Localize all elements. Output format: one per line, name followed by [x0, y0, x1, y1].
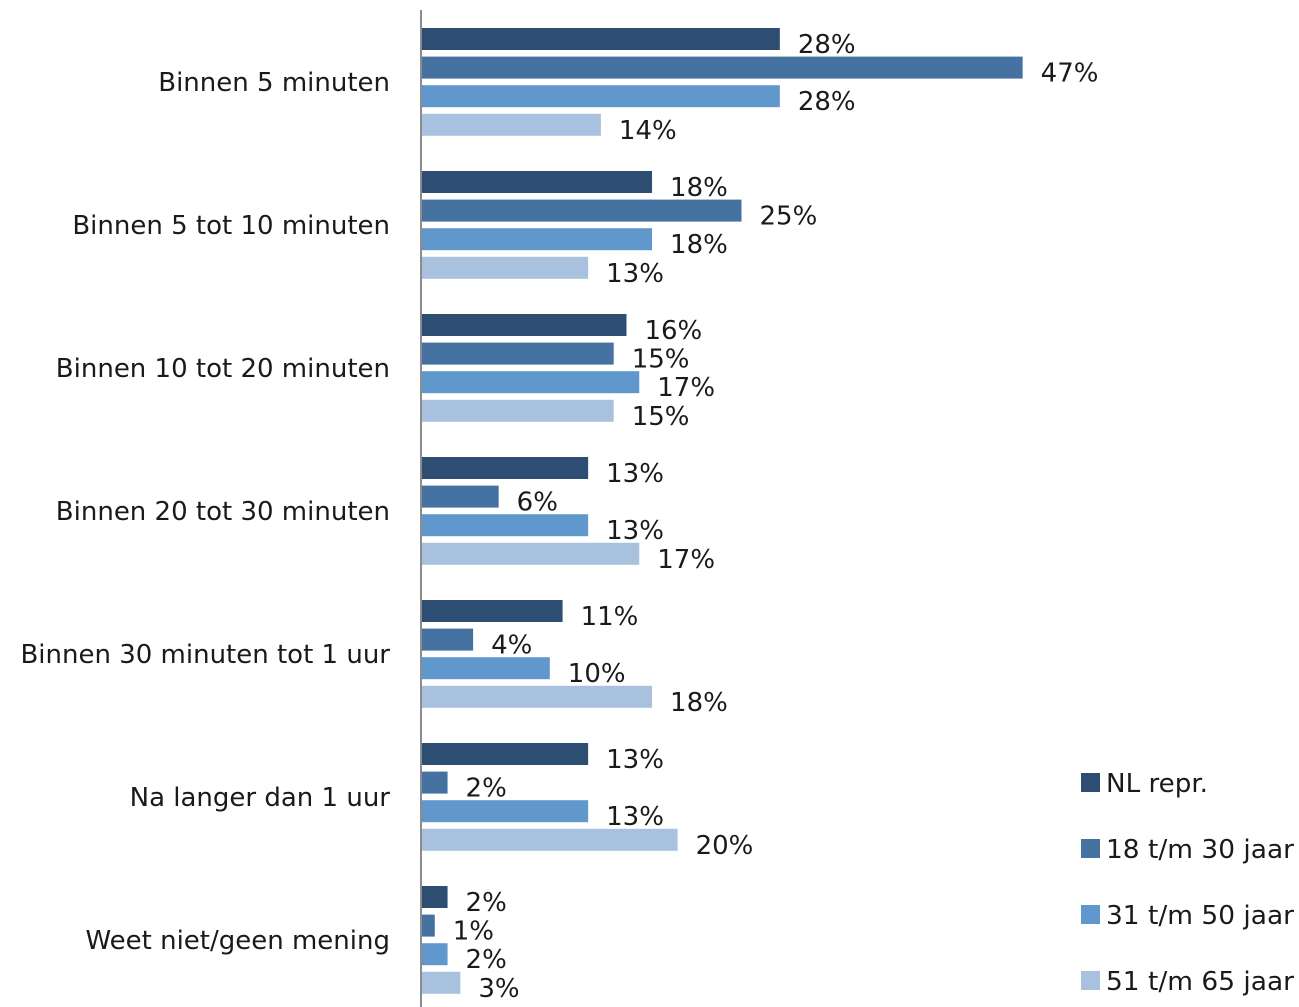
data-label: 28% — [798, 30, 856, 60]
category-label: Weet niet/geen mening — [85, 926, 390, 956]
bar — [422, 886, 448, 908]
data-label: 18% — [670, 230, 728, 260]
data-label: 20% — [696, 831, 754, 861]
category-label: Binnen 20 tot 30 minuten — [56, 497, 390, 527]
data-label: 16% — [644, 316, 702, 346]
bar — [422, 971, 461, 994]
bar — [422, 943, 448, 966]
data-label: 13% — [606, 802, 664, 832]
data-label: 2% — [466, 774, 507, 804]
bars-group — [422, 28, 1023, 994]
data-label: 14% — [619, 116, 677, 146]
data-label: 13% — [606, 745, 664, 775]
data-label: 13% — [606, 516, 664, 546]
legend-label: NL repr. — [1106, 769, 1208, 799]
bar — [422, 85, 780, 108]
value-labels: 28%47%28%14%18%25%18%13%16%15%17%15%13%6… — [453, 30, 1099, 1004]
category-label: Na langer dan 1 uur — [130, 783, 391, 813]
bar — [422, 56, 1023, 79]
bar — [422, 371, 640, 394]
data-label: 25% — [760, 202, 818, 232]
bar — [422, 514, 589, 537]
bar — [422, 657, 550, 680]
bar — [422, 542, 640, 565]
bar — [422, 600, 563, 622]
legend-label: 18 t/m 30 jaar — [1106, 835, 1294, 865]
bar — [422, 342, 614, 365]
data-label: 15% — [632, 402, 690, 432]
data-label: 28% — [798, 87, 856, 117]
bar — [422, 685, 653, 708]
bar — [422, 314, 627, 336]
data-label: 2% — [466, 945, 507, 975]
bar — [422, 113, 601, 136]
legend-swatch — [1081, 905, 1100, 924]
data-label: 2% — [466, 888, 507, 918]
category-label: Binnen 30 minuten tot 1 uur — [20, 640, 390, 670]
bar — [422, 485, 499, 508]
data-label: 13% — [606, 259, 664, 289]
data-label: 18% — [670, 688, 728, 718]
bar — [422, 800, 589, 823]
data-label: 17% — [657, 373, 715, 403]
bar — [422, 771, 448, 794]
bar — [422, 743, 589, 765]
bar — [422, 171, 653, 193]
data-label: 17% — [657, 545, 715, 575]
bar — [422, 28, 780, 50]
legend-swatch — [1081, 773, 1100, 792]
data-label: 10% — [568, 659, 626, 689]
category-labels: Binnen 5 minuten Binnen 5 tot 10 minuten B… — [20, 68, 390, 956]
data-label: 11% — [581, 602, 639, 632]
data-label: 18% — [670, 173, 728, 203]
bar — [422, 628, 474, 651]
bar — [422, 914, 435, 937]
data-label: 3% — [478, 974, 519, 1004]
legend-label: 31 t/m 50 jaar — [1106, 901, 1294, 931]
data-label: 1% — [453, 917, 494, 947]
category-label: Binnen 5 minuten — [158, 68, 390, 98]
data-label: 47% — [1041, 59, 1099, 89]
bar — [422, 457, 589, 479]
bar — [422, 399, 614, 422]
bar — [422, 228, 653, 251]
bar — [422, 256, 589, 279]
data-label: 6% — [517, 488, 558, 518]
bar — [422, 199, 742, 222]
legend-swatch — [1081, 839, 1100, 858]
category-label: Binnen 5 tot 10 minuten — [72, 211, 390, 241]
data-label: 13% — [606, 459, 664, 489]
category-label: Binnen 10 tot 20 minuten — [56, 354, 390, 384]
legend-swatch — [1081, 971, 1100, 990]
legend: NL repr. 18 t/m 30 jaar 31 t/m 50 jaar 51 t… — [1081, 769, 1294, 997]
legend-label: 51 t/m 65 jaar — [1106, 967, 1294, 997]
data-label: 15% — [632, 345, 690, 375]
data-label: 4% — [491, 631, 532, 661]
bar — [422, 828, 678, 851]
